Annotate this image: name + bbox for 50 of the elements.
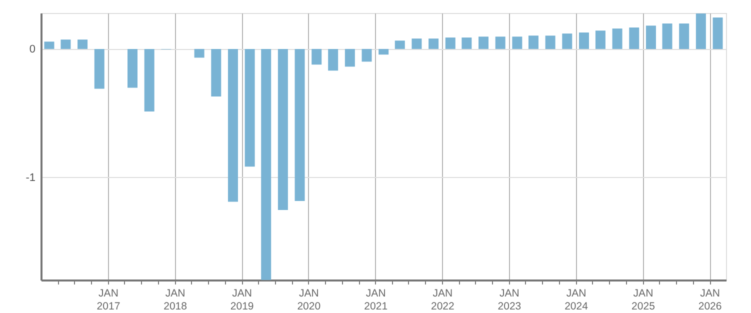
bar	[344, 48, 355, 67]
bar	[328, 48, 338, 71]
bar	[261, 48, 272, 280]
bar	[228, 48, 238, 202]
x-tick-label: JAN 2024	[564, 288, 588, 312]
bar	[478, 36, 489, 49]
bar	[512, 36, 522, 49]
y-tick-label: -1	[26, 172, 36, 184]
bar	[94, 48, 104, 89]
bar	[60, 40, 71, 49]
x-tick-label: JAN 2026	[698, 288, 722, 312]
bar	[612, 28, 622, 49]
bar	[194, 48, 204, 58]
bar	[362, 48, 372, 62]
x-tick-label: JAN 2022	[430, 288, 454, 312]
bar	[578, 32, 589, 49]
bar	[462, 38, 472, 49]
x-tick-label: JAN 2017	[96, 288, 120, 312]
bar	[696, 14, 706, 49]
bar	[679, 24, 690, 49]
bar	[662, 24, 672, 49]
bar	[595, 30, 606, 49]
x-tick-label: JAN 2025	[632, 288, 656, 312]
y-tick-label: 0	[29, 43, 36, 56]
bar	[211, 48, 222, 96]
bar	[528, 36, 538, 49]
x-tick-label: JAN 2021	[364, 288, 388, 312]
bar	[78, 40, 88, 49]
bar	[562, 34, 572, 49]
bar	[144, 48, 154, 112]
bar	[646, 26, 656, 49]
bar	[378, 48, 389, 55]
bar	[445, 38, 456, 49]
bar	[495, 36, 506, 49]
bar	[629, 28, 640, 49]
bar	[244, 48, 255, 167]
bar	[712, 17, 723, 49]
x-tick-label: JAN 2019	[230, 288, 254, 312]
bar	[312, 48, 322, 65]
bar	[394, 40, 405, 49]
bar	[294, 48, 305, 202]
x-tick-label: JAN 2023	[498, 288, 522, 312]
bar	[428, 38, 439, 49]
x-tick-label: JAN 2020	[297, 288, 321, 312]
bar	[412, 38, 422, 49]
bar	[44, 42, 54, 49]
bar	[278, 48, 288, 210]
bar	[545, 36, 556, 49]
bar	[128, 48, 138, 88]
x-tick-label: JAN 2018	[164, 288, 188, 312]
